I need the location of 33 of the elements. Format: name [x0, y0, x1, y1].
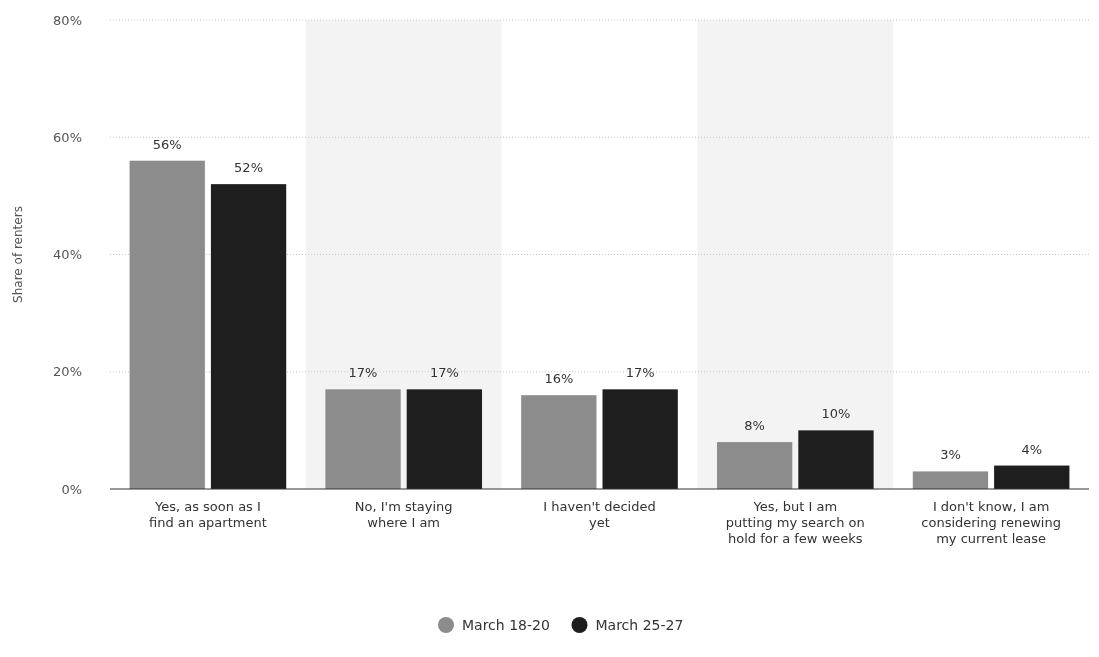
bar — [325, 389, 401, 489]
x-tick-label: Yes, as soon as I find an apartment — [149, 499, 267, 530]
bar — [602, 389, 678, 489]
y-tick-label: 80% — [53, 12, 82, 28]
bar — [912, 471, 989, 489]
y-tick-label: 0% — [61, 481, 82, 497]
x-tick-label: No, I'm staying where I am — [354, 499, 453, 530]
text: 16% — [544, 371, 574, 387]
legend-label: March 25-27 — [595, 616, 684, 633]
y-tick-label: 20% — [53, 364, 82, 380]
legend-label: March 18-20 — [462, 616, 550, 633]
text: 17% — [429, 365, 459, 381]
bar — [521, 395, 597, 489]
text: 17% — [348, 365, 378, 381]
y-axis-title: Share of renters — [11, 206, 25, 303]
x-tick-label: I haven't decided yet — [543, 499, 656, 530]
bar — [994, 465, 1070, 489]
text: 3% — [940, 447, 961, 463]
bar — [129, 160, 205, 489]
bar — [406, 389, 483, 489]
text: 10% — [821, 406, 851, 422]
text: 52% — [234, 160, 264, 176]
text: 4% — [1021, 441, 1043, 457]
bar — [798, 430, 874, 489]
x-tick-label: I don't know, I am considering renewing my current lease — [921, 499, 1061, 546]
text: 56% — [152, 136, 182, 152]
x-tick-label: Yes, but I am putting my search on hold for a few weeks — [725, 499, 865, 546]
bar — [210, 184, 287, 489]
text: 8% — [744, 418, 765, 434]
bar — [716, 442, 793, 489]
y-tick-label: 60% — [53, 129, 82, 145]
y-tick-label: 40% — [53, 247, 82, 263]
text: 17% — [625, 365, 655, 381]
